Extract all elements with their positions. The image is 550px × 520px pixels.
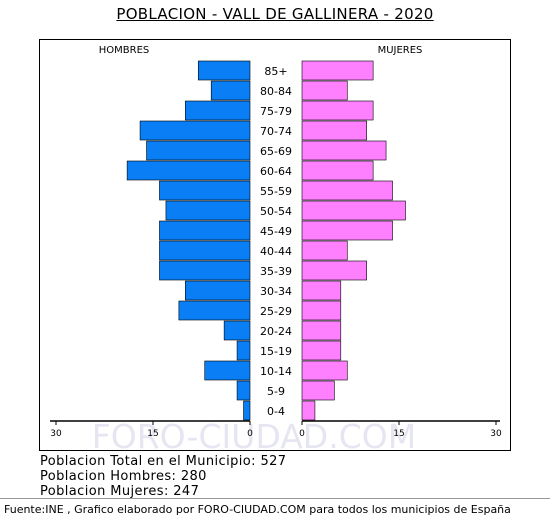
- men-bar: [159, 180, 251, 201]
- men-bar: [146, 140, 251, 161]
- women-tick-label: 15: [393, 429, 404, 439]
- age-group-label: 5-9: [267, 385, 285, 398]
- women-bar: [301, 400, 316, 421]
- age-group-label: 75-79: [260, 105, 292, 118]
- men-bar: [165, 200, 251, 221]
- women-bar: [301, 340, 342, 361]
- total-population-text: Poblacion Total en el Municipio: 527: [40, 454, 287, 469]
- women-bar: [301, 240, 348, 261]
- age-group-label: 10-14: [260, 365, 292, 378]
- men-bar: [223, 320, 251, 341]
- men-bar: [185, 280, 251, 301]
- women-bar: [301, 180, 393, 201]
- men-bar: [236, 380, 251, 401]
- men-bar: [126, 160, 251, 181]
- women-bar: [301, 60, 374, 81]
- population-pyramid: FORO-CIUDAD.COM HOMBRES MUJERES 85+ 80-84 75-…: [50, 45, 502, 450]
- women-bar: [301, 280, 342, 301]
- men-bar: [243, 400, 251, 421]
- chart-frame: FORO-CIUDAD.COM HOMBRES MUJERES 85+ 80-84 75-…: [39, 39, 511, 451]
- age-group-label: 35-39: [260, 265, 292, 278]
- men-tick-label: 15: [147, 429, 158, 439]
- men-bar: [139, 120, 251, 141]
- women-tick-label: 30: [490, 429, 502, 439]
- men-bar: [204, 360, 251, 381]
- age-group-label: 40-44: [260, 245, 292, 258]
- women-bar: [301, 220, 393, 241]
- men-bar: [159, 260, 251, 281]
- men-series-label: HOMBRES: [99, 45, 150, 56]
- men-bar: [159, 220, 251, 241]
- women-bar: [301, 320, 342, 341]
- men-bar: [185, 100, 251, 121]
- source-note: Fuente:INE , Grafico elaborado por FORO-…: [4, 503, 511, 516]
- age-group-label: 85+: [264, 65, 287, 78]
- men-bar: [236, 340, 251, 361]
- men-tick-label: 0: [247, 429, 253, 439]
- women-bar: [301, 160, 374, 181]
- age-group-label: 0-4: [267, 405, 285, 418]
- women-bar: [301, 100, 374, 121]
- women-bar: [301, 120, 367, 141]
- women-population-text: Poblacion Mujeres: 247: [40, 484, 200, 499]
- women-tick-label: 0: [299, 429, 305, 439]
- age-group-label: 50-54: [260, 205, 292, 218]
- age-group-label: 20-24: [260, 325, 292, 338]
- age-group-label: 25-29: [260, 305, 292, 318]
- men-bar: [197, 60, 251, 81]
- age-group-label: 65-69: [260, 145, 292, 158]
- age-group-label: 30-34: [260, 285, 292, 298]
- women-bar: [301, 200, 406, 221]
- men-bar: [159, 240, 251, 261]
- women-bar: [301, 260, 367, 281]
- women-bar: [301, 140, 387, 161]
- women-bar: [301, 300, 342, 321]
- women-series-label: MUJERES: [378, 45, 423, 56]
- age-group-label: 70-74: [260, 125, 292, 138]
- footer-divider: [0, 498, 550, 499]
- men-tick-label: 30: [50, 429, 62, 439]
- men-bar: [178, 300, 251, 321]
- watermark-text: FORO-CIUDAD.COM: [92, 417, 416, 450]
- women-bar: [301, 360, 348, 381]
- age-group-label: 80-84: [260, 85, 292, 98]
- women-bar: [301, 380, 335, 401]
- age-group-label: 60-64: [260, 165, 292, 178]
- chart-title: POBLACION - VALL DE GALLINERA - 2020: [116, 5, 434, 23]
- age-group-label: 45-49: [260, 225, 292, 238]
- men-bar: [210, 80, 251, 101]
- women-bar: [301, 80, 348, 101]
- men-population-text: Poblacion Hombres: 280: [40, 469, 207, 484]
- age-group-label: 15-19: [260, 345, 292, 358]
- age-group-label: 55-59: [260, 185, 292, 198]
